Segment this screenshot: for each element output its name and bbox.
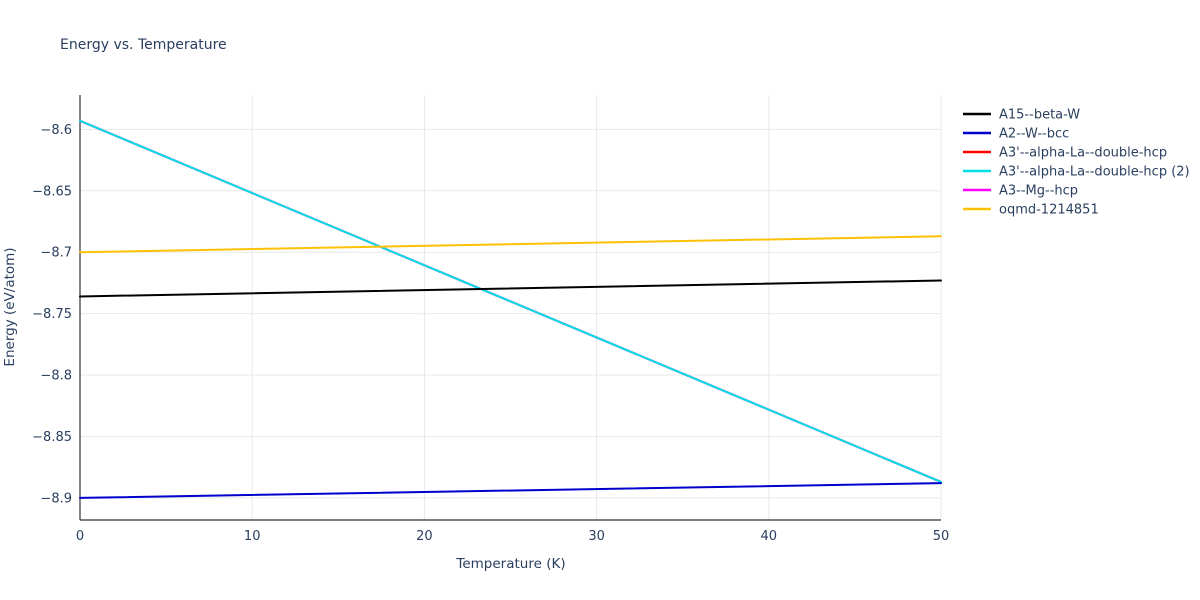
axis-layer <box>79 95 941 521</box>
legend-item[interactable]: A3--Mg--hcp <box>963 184 1078 199</box>
x-tick-label: 30 <box>588 529 605 544</box>
grid-layer <box>79 95 942 520</box>
legend-label: A3'--alpha-La--double-hcp <box>999 146 1167 161</box>
y-tick-label: −8.8 <box>40 369 72 384</box>
tick-layer: 0 10 20 30 40 50 −8.6 −8.65 −8.7 −8.75 −8.8 −8.85 −8… <box>32 123 949 544</box>
series-line-oqmd-1214851 <box>79 235 942 254</box>
x-axis-label: Temperature (K) <box>455 556 565 572</box>
legend-label: oqmd-1214851 <box>999 203 1099 218</box>
y-tick-label: −8.6 <box>40 123 72 138</box>
legend-item[interactable]: A3'--alpha-La--double-hcp (2) <box>963 165 1190 180</box>
legend-label: A2--W--bcc <box>999 127 1069 142</box>
x-tick-label: 0 <box>76 529 84 544</box>
x-tick-label: 40 <box>761 529 778 544</box>
legend-label: A15--beta-W <box>999 108 1080 123</box>
legend-item[interactable]: A15--beta-W <box>963 108 1080 123</box>
y-tick-label: −8.85 <box>32 430 72 445</box>
y-tick-label: −8.7 <box>40 246 72 261</box>
legend-item[interactable]: A3'--alpha-La--double-hcp <box>963 146 1167 161</box>
y-tick-label: −8.65 <box>32 184 72 199</box>
legend-label: A3'--alpha-La--double-hcp (2) <box>999 165 1190 180</box>
x-tick-label: 50 <box>933 529 950 544</box>
legend-label: A3--Mg--hcp <box>999 184 1078 199</box>
y-tick-label: −8.75 <box>32 307 72 322</box>
chart-title: Energy vs. Temperature <box>60 37 227 53</box>
series-line-A2--W--bcc <box>79 482 942 499</box>
series-layer <box>79 119 942 499</box>
legend-item[interactable]: oqmd-1214851 <box>963 203 1099 218</box>
series-line-A15--beta-W <box>79 279 942 298</box>
legend-item[interactable]: A2--W--bcc <box>963 127 1069 142</box>
y-axis-label: Energy (eV/atom) <box>2 247 18 366</box>
legend: A15--beta-W A2--W--bcc A3'--alpha-La--doub… <box>963 108 1190 218</box>
x-tick-label: 10 <box>244 529 261 544</box>
y-tick-label: −8.9 <box>40 491 72 506</box>
x-tick-label: 20 <box>416 529 433 544</box>
series-line-A3'--alpha-La--double-hcp (2) <box>79 119 942 483</box>
